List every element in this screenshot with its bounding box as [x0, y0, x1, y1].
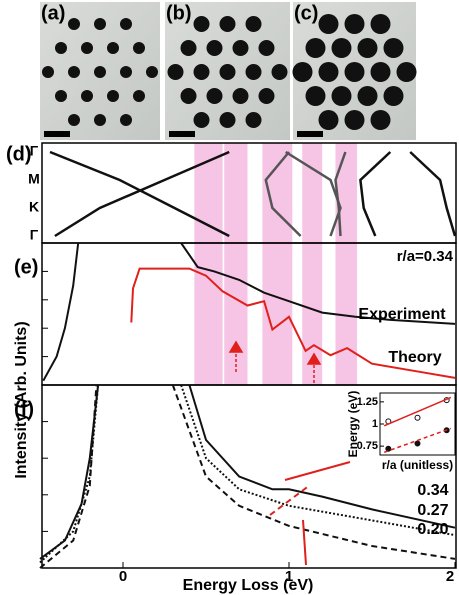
hole — [207, 40, 223, 56]
x-axis-label: r/a (unitless) — [382, 458, 453, 472]
hole — [55, 90, 67, 102]
hole — [120, 114, 132, 126]
hole — [371, 14, 391, 34]
hole — [133, 90, 145, 102]
band-line — [410, 152, 455, 236]
hole — [107, 42, 119, 54]
hole — [358, 86, 378, 106]
hole — [306, 38, 326, 58]
hole — [194, 16, 210, 32]
panel-label: (a) — [41, 2, 65, 24]
hole — [319, 110, 339, 130]
hole — [68, 114, 80, 126]
hole — [246, 64, 262, 80]
y-tick-label: 1 — [372, 418, 378, 430]
point — [386, 446, 391, 451]
fit-line — [285, 462, 350, 480]
hole — [194, 64, 210, 80]
series-label: 0.34 — [417, 482, 448, 499]
hole — [94, 18, 106, 30]
hole — [181, 88, 197, 104]
panel-label: (b) — [166, 2, 192, 24]
x-axis-label: Energy Loss (eV) — [183, 577, 314, 594]
panel-label: (c) — [294, 2, 318, 24]
hole — [81, 90, 93, 102]
hole — [293, 62, 313, 82]
hole — [120, 18, 132, 30]
hole — [306, 86, 326, 106]
figure: (a)(b)(c)ΓMKΓ(d)ExperimentTheory(e)r/a=0… — [0, 0, 459, 595]
hole — [42, 66, 54, 78]
hole — [207, 88, 223, 104]
y-tick-label: K — [29, 199, 39, 215]
scale-bar — [297, 131, 323, 137]
series-label: 0.20 — [417, 521, 448, 538]
hole — [220, 64, 236, 80]
band-line — [360, 152, 390, 236]
hole — [220, 16, 236, 32]
hole — [120, 66, 132, 78]
hole — [133, 42, 145, 54]
y-tick-label: Γ — [30, 227, 39, 243]
hole — [345, 14, 365, 34]
panel-label: (d) — [6, 143, 32, 165]
hole — [319, 14, 339, 34]
hole — [94, 66, 106, 78]
hole — [107, 90, 119, 102]
hole — [397, 62, 417, 82]
hole — [181, 40, 197, 56]
y-tick-label: M — [28, 171, 40, 187]
hole — [272, 64, 288, 80]
hole — [55, 42, 67, 54]
hole — [259, 88, 275, 104]
hole — [94, 114, 106, 126]
hole — [168, 64, 184, 80]
hole — [146, 66, 158, 78]
hole — [68, 18, 80, 30]
hole — [68, 66, 80, 78]
annotation: r/a=0.34 — [397, 248, 454, 265]
panel-label: (e) — [14, 256, 38, 278]
hole — [319, 62, 339, 82]
series-label: 0.27 — [417, 502, 448, 519]
panel-frame — [42, 143, 456, 243]
hole — [220, 112, 236, 128]
scale-bar — [44, 131, 70, 137]
hole — [246, 16, 262, 32]
hole — [384, 38, 404, 58]
fit-line — [303, 520, 306, 565]
hole — [233, 40, 249, 56]
hole — [332, 38, 352, 58]
scale-bar — [169, 131, 195, 137]
x-tick-label: 2 — [446, 568, 454, 585]
highlight-band — [194, 143, 222, 385]
hole — [81, 42, 93, 54]
x-tick-label: 0 — [119, 568, 127, 585]
point — [415, 415, 420, 420]
hole — [345, 62, 365, 82]
y-axis-label: Energy (eV) — [346, 391, 360, 458]
hole — [384, 86, 404, 106]
series-label: Theory — [388, 349, 441, 366]
hole — [246, 112, 262, 128]
hole — [358, 38, 378, 58]
hole — [332, 86, 352, 106]
hole — [371, 62, 391, 82]
hole — [345, 110, 365, 130]
hole — [371, 110, 391, 130]
series-label: Experiment — [358, 306, 446, 323]
hole — [194, 112, 210, 128]
hole — [259, 40, 275, 56]
point — [415, 441, 420, 446]
y-axis-label: Intensity (Arb. Units) — [13, 321, 30, 478]
hole — [233, 88, 249, 104]
